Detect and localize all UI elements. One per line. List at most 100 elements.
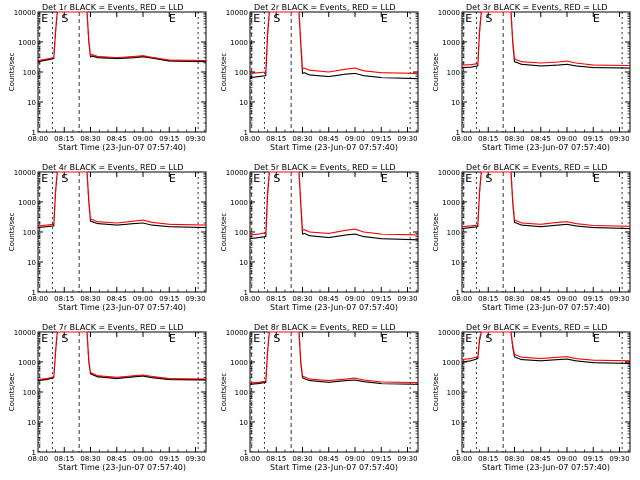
x-tick-label: 08:45: [107, 455, 127, 463]
x-tick-label: 08:15: [266, 135, 286, 143]
x-tick-label: 09:30: [609, 455, 629, 463]
x-tick-label: 08:00: [28, 135, 48, 143]
panel-2: Det 2r BLACK = Events, RED = LLD 1 10 100 10…: [220, 3, 419, 152]
x-tick-label: 09:15: [371, 295, 391, 303]
x-tick-label: 08:15: [54, 135, 74, 143]
y-tick-label: 1000: [18, 359, 36, 367]
time-marker-letter: S: [61, 332, 68, 345]
x-tick-label: 08:00: [452, 295, 472, 303]
x-tick-label: 09:00: [133, 295, 153, 303]
series-line-lld: [461, 331, 631, 362]
y-tick-label: 1: [32, 289, 36, 297]
time-marker-letter: S: [273, 12, 280, 25]
series-line-lld: [461, 11, 631, 67]
y-tick-label: 10: [27, 259, 36, 267]
panel-5: Det 5r BLACK = Events, RED = LLD 1 10 100 10…: [220, 163, 419, 312]
y-tick-label: 10000: [14, 329, 36, 337]
y-tick-label: 1: [456, 129, 460, 137]
y-tick-label: 10000: [14, 169, 36, 177]
y-tick-label: 1: [32, 449, 36, 457]
x-tick-label: 09:00: [345, 295, 365, 303]
panel-7: Det 7r BLACK = Events, RED = LLD 1 10 100 10…: [8, 323, 207, 472]
y-tick-label: 10000: [438, 9, 460, 17]
y-tick-label: 1: [244, 449, 248, 457]
y-tick-label: 1000: [230, 199, 248, 207]
x-tick-label: 09:15: [159, 295, 179, 303]
x-tick-label: 08:15: [266, 295, 286, 303]
y-tick-label: 10000: [226, 169, 248, 177]
x-axis-label: Start Time (23-Jun-07 07:57:40): [58, 463, 186, 472]
time-marker-letter: E: [169, 332, 176, 345]
plot-frame: [461, 331, 631, 453]
panel-title: Det 9r BLACK = Events, RED = LLD: [466, 323, 608, 332]
time-marker-letter: E: [169, 12, 176, 25]
y-axis-label: Counts/sec: [220, 53, 228, 92]
plot-frame: [37, 11, 207, 133]
plot-frame: [37, 331, 207, 453]
time-marker-letter: E: [41, 12, 48, 25]
panel-1: Det 1r BLACK = Events, RED = LLD 1 10 100 10…: [8, 3, 207, 152]
y-tick-label: 10: [239, 259, 248, 267]
y-tick-label: 1: [244, 129, 248, 137]
x-tick-label: 09:30: [609, 295, 629, 303]
x-tick-label: 08:30: [292, 295, 312, 303]
y-tick-label: 100: [23, 229, 36, 237]
x-tick-label: 09:30: [185, 295, 205, 303]
panel-title: Det 8r BLACK = Events, RED = LLD: [254, 323, 396, 332]
y-tick-label: 100: [23, 389, 36, 397]
time-marker-letter: S: [273, 172, 280, 185]
x-tick-label: 08:45: [107, 295, 127, 303]
time-marker-letter: E: [381, 332, 388, 345]
x-tick-label: 08:45: [531, 295, 551, 303]
time-marker-letter: E: [381, 12, 388, 25]
x-tick-label: 09:15: [371, 135, 391, 143]
x-axis-label: Start Time (23-Jun-07 07:57:40): [482, 463, 610, 472]
time-marker-letter: S: [61, 172, 68, 185]
x-tick-label: 09:30: [609, 135, 629, 143]
x-tick-label: 08:30: [292, 455, 312, 463]
y-tick-label: 10: [27, 419, 36, 427]
plot-frame: [37, 171, 207, 293]
y-tick-label: 1000: [230, 39, 248, 47]
y-tick-label: 100: [447, 389, 460, 397]
y-tick-label: 1: [456, 449, 460, 457]
x-tick-label: 09:15: [583, 455, 603, 463]
x-tick-label: 08:00: [28, 455, 48, 463]
y-tick-label: 100: [23, 69, 36, 77]
y-tick-label: 1000: [230, 359, 248, 367]
x-tick-label: 08:15: [54, 295, 74, 303]
x-tick-label: 08:30: [80, 135, 100, 143]
time-marker-letter: E: [253, 12, 260, 25]
y-tick-label: 10: [451, 259, 460, 267]
x-tick-label: 09:00: [557, 135, 577, 143]
x-tick-label: 08:15: [478, 455, 498, 463]
y-tick-label: 10000: [14, 9, 36, 17]
x-tick-label: 09:30: [185, 135, 205, 143]
panel-6: Det 6r BLACK = Events, RED = LLD 1 10 100 10…: [432, 163, 631, 312]
y-axis-label: Counts/sec: [432, 213, 440, 252]
x-tick-label: 08:00: [452, 135, 472, 143]
plot-frame: [249, 11, 419, 133]
x-tick-label: 09:30: [397, 455, 417, 463]
y-tick-label: 10: [239, 419, 248, 427]
x-tick-label: 08:30: [292, 135, 312, 143]
y-tick-label: 10000: [438, 329, 460, 337]
y-axis-label: Counts/sec: [8, 213, 16, 252]
x-axis-label: Start Time (23-Jun-07 07:57:40): [58, 143, 186, 152]
x-tick-label: 08:45: [319, 455, 339, 463]
x-tick-label: 08:30: [80, 295, 100, 303]
panel-8: Det 8r BLACK = Events, RED = LLD 1 10 100 10…: [220, 323, 419, 472]
y-tick-label: 1: [244, 289, 248, 297]
panel-title: Det 3r BLACK = Events, RED = LLD: [466, 3, 608, 12]
x-tick-label: 08:00: [240, 295, 260, 303]
y-tick-label: 10000: [438, 169, 460, 177]
time-marker-letter: S: [485, 332, 492, 345]
time-marker-letter: E: [253, 332, 260, 345]
y-axis-label: Counts/sec: [432, 373, 440, 412]
x-axis-label: Start Time (23-Jun-07 07:57:40): [270, 463, 398, 472]
y-tick-label: 100: [235, 389, 248, 397]
plot-frame: [461, 171, 631, 293]
series-line-lld: [37, 171, 207, 227]
y-tick-label: 10: [451, 99, 460, 107]
